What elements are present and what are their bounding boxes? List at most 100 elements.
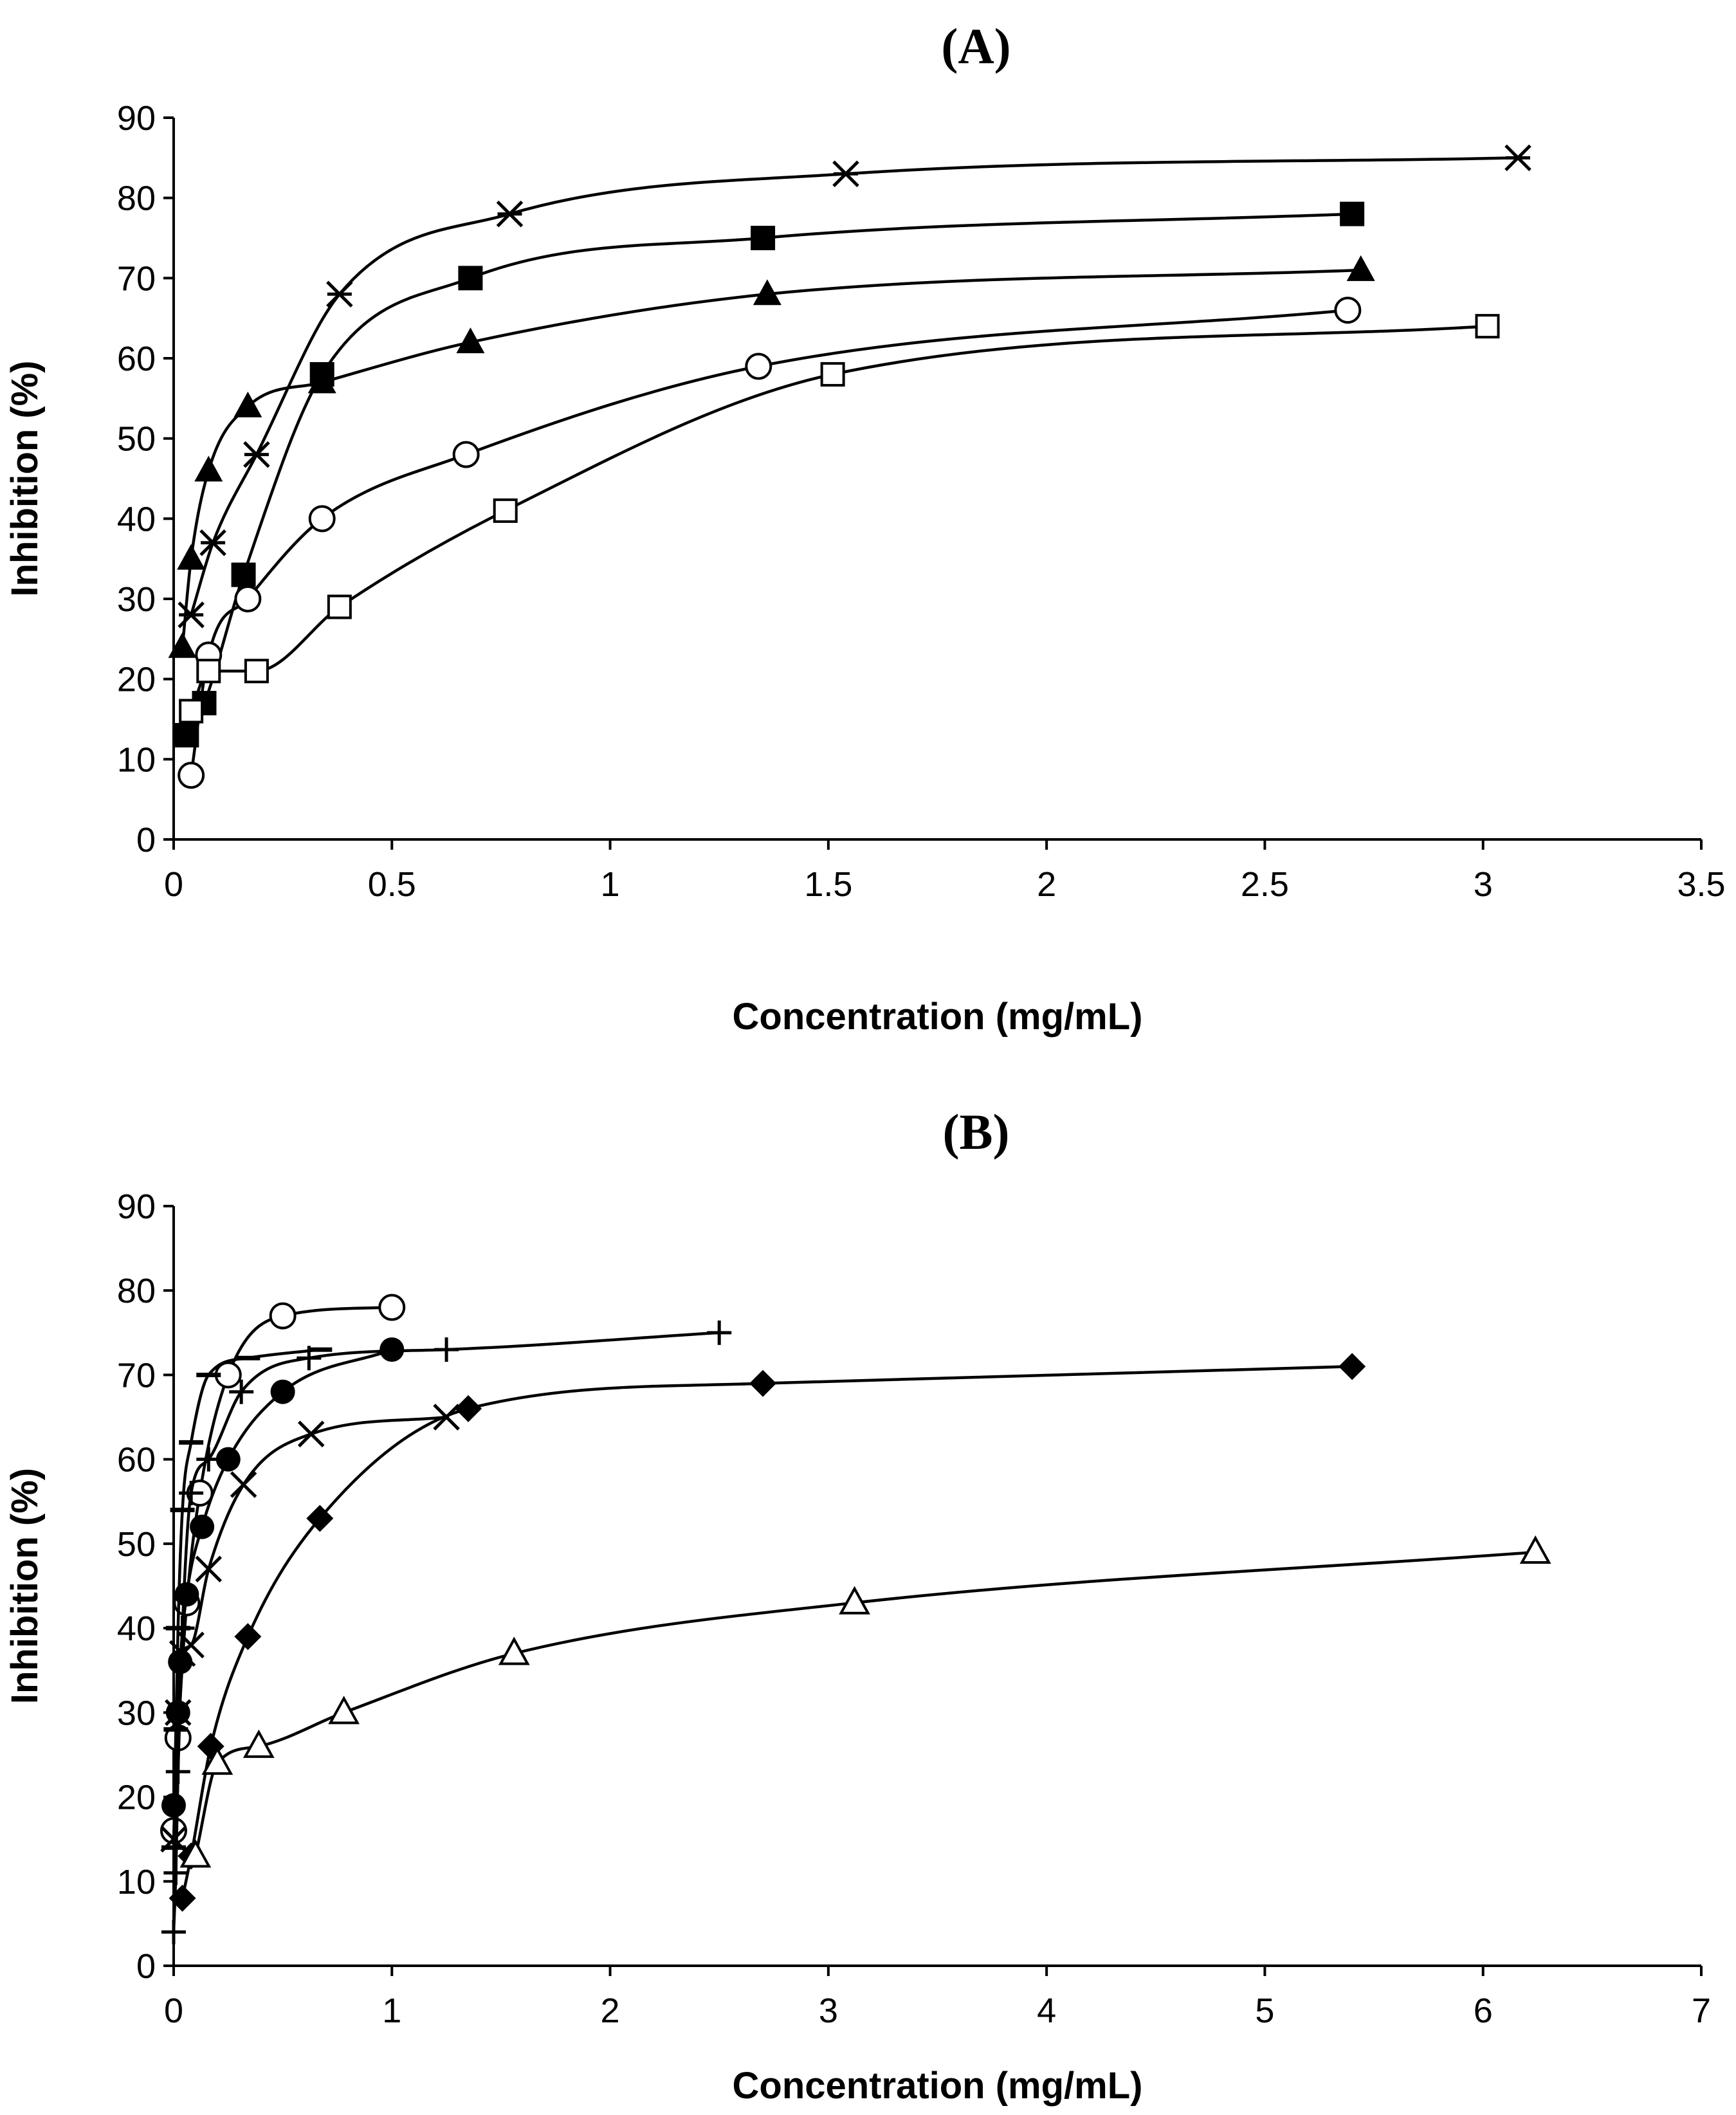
panel-a-series-2-point <box>231 562 256 587</box>
panel-b-series-7-point <box>839 1586 870 1615</box>
panel-a-series-5 <box>179 314 1500 724</box>
panel-a-series-3-point <box>753 279 781 306</box>
panel-a-series-3-point <box>177 544 206 570</box>
panel-a-series-3-line <box>181 268 1361 648</box>
panel-a-series-5-point <box>244 659 269 684</box>
panel-b-series-7 <box>179 1535 1551 1868</box>
panel-b-x-tick-label: 2 <box>601 1991 620 2030</box>
panel-b-series-4-point <box>379 1337 405 1362</box>
panel-a-series-5-point <box>493 498 518 523</box>
panel-b-series-3-point <box>229 1379 254 1404</box>
panel-a-y-tick-label: 20 <box>117 661 156 699</box>
panel-a-y-tick-label: 40 <box>117 500 156 538</box>
panel-b-x-tick-label: 4 <box>1037 1991 1056 2030</box>
panel-a-series-1-point <box>832 160 859 188</box>
panel-b-series-5-point <box>165 1699 192 1726</box>
panel-b-series-1-point <box>378 1294 406 1321</box>
panel-a-series-1 <box>178 144 1531 628</box>
panel-b-series-5-point <box>160 1826 187 1853</box>
panel-a-series-5-point <box>196 659 221 684</box>
panel-b-series-5 <box>160 1404 460 1853</box>
panel-a-y-tick-label: 50 <box>117 420 156 459</box>
panel-b-series-3-point <box>707 1320 732 1345</box>
panel-b-x-tick-label: 0 <box>164 1991 183 2030</box>
panel-a-x-tick-label: 0 <box>164 865 183 904</box>
panel-a-series-2-point <box>458 266 483 291</box>
panel-a-y-axis-title: Inhibition (%) <box>4 360 46 596</box>
panel-a-series-5-point <box>327 594 352 619</box>
panel-b-y-tick-label: 0 <box>136 1947 156 1986</box>
panel-b-series-5-point <box>297 1420 325 1448</box>
panel-a-y-tick-label: 30 <box>117 580 156 619</box>
panel-a-series-3-point <box>456 327 485 354</box>
panel-b-x-tick-label: 5 <box>1255 1991 1274 2030</box>
panel-a-series-4-point <box>178 762 205 789</box>
panel-a-series-2-line <box>185 212 1353 736</box>
panel-b-series-6-point <box>1339 1353 1366 1380</box>
panel-b-x-tick-label: 3 <box>819 1991 838 2030</box>
panel-b-y-tick-label: 70 <box>117 1356 156 1395</box>
panel-a-series-3-point <box>1346 255 1375 281</box>
panel-b-x-tick-label: 7 <box>1692 1991 1711 2030</box>
panel-a-series-4-point <box>234 585 262 612</box>
panel-b-x-axis-title: Concentration (mg/mL) <box>733 2065 1143 2107</box>
panel-a-series-2-point <box>751 226 776 250</box>
panel-b-y-tick-label: 60 <box>117 1441 156 1479</box>
panel-b-series-3-point <box>179 1481 204 1506</box>
panel-a-x-tick-label: 2 <box>1037 865 1056 904</box>
panel-b-series-3-point <box>163 1860 188 1885</box>
panel-b-series-1-point <box>269 1302 297 1330</box>
panel-b-title: (B) <box>943 1104 1010 1160</box>
panel-b-series-7-point <box>242 1729 275 1758</box>
panel-b-series-3-point <box>161 1919 186 1945</box>
panel-a-chart: (A) 0 10 20 30 40 50 60 70 80 90 0 0.5 1 1.5 2 2.5 3 3.5 Co… <box>4 18 1726 1038</box>
panel-b-series-3-point <box>434 1337 459 1362</box>
panel-b-series-5-point <box>195 1555 223 1583</box>
panel-a-series-3-point <box>307 367 336 394</box>
panel-b-y-tick-label: 40 <box>117 1609 156 1648</box>
panel-b-series-6-point <box>306 1505 334 1532</box>
panel-a-series-4-point <box>745 352 772 380</box>
panel-b-y-tick-label: 90 <box>117 1187 156 1226</box>
panel-a-series-1-point <box>496 200 524 228</box>
panel-a-series-5-point <box>820 362 845 387</box>
panel-a-y-tick-label: 70 <box>117 259 156 298</box>
panel-a-series-4-point <box>1334 297 1362 324</box>
panel-b-series-7-point <box>328 1696 360 1725</box>
panel-a-series-3-point <box>194 455 223 482</box>
panel-a-series-5-point <box>179 699 204 724</box>
panel-a-y-tick-label: 60 <box>117 340 156 378</box>
panel-b-x-tick-label: 6 <box>1474 1991 1493 2030</box>
panel-a-series-4-point <box>308 505 336 533</box>
panel-b-series-4-point <box>215 1447 241 1472</box>
panel-b-series-7-point <box>201 1746 233 1775</box>
panel-a-x-tick-label: 0.5 <box>368 865 416 904</box>
panel-b-series-5-line <box>172 1415 447 1840</box>
panel-b-series-7-line <box>194 1550 1536 1856</box>
panel-a-series-1-point <box>326 280 353 308</box>
panel-b-y-tick-label: 10 <box>117 1863 156 1901</box>
panel-b-series-4-point <box>190 1514 215 1539</box>
panel-a-series-4-point <box>452 441 480 468</box>
panel-b-series-5-point <box>230 1471 257 1498</box>
panel-b-series-6-point <box>169 1885 196 1912</box>
panel-b-series-4-point <box>174 1582 199 1607</box>
panel-a-x-tick-label: 1 <box>601 865 620 904</box>
panel-b-series-6-line <box>181 1365 1353 1899</box>
panel-b-y-tick-label: 30 <box>117 1694 156 1732</box>
panel-a-y-tick-label: 90 <box>117 99 156 138</box>
panel-a-title: (A) <box>941 18 1010 74</box>
panel-a-series-1-line <box>189 156 1519 616</box>
panel-b-series-4-point <box>270 1379 295 1404</box>
panel-b-x-tick-label: 1 <box>382 1991 401 2030</box>
panel-a-series-4-line <box>189 308 1348 776</box>
panel-a-series-3 <box>168 255 1375 658</box>
panel-a-series-2-point <box>1340 201 1365 226</box>
panel-b-y-axis-title: Inhibition (%) <box>4 1468 46 1704</box>
panel-a-y-tick-label: 10 <box>117 740 156 779</box>
panel-b-series-7-point <box>1519 1535 1551 1564</box>
panel-a-y-tick-label: 0 <box>136 821 156 859</box>
panel-b-series-7-point <box>498 1636 530 1665</box>
panel-b-series-3-point <box>297 1346 322 1371</box>
